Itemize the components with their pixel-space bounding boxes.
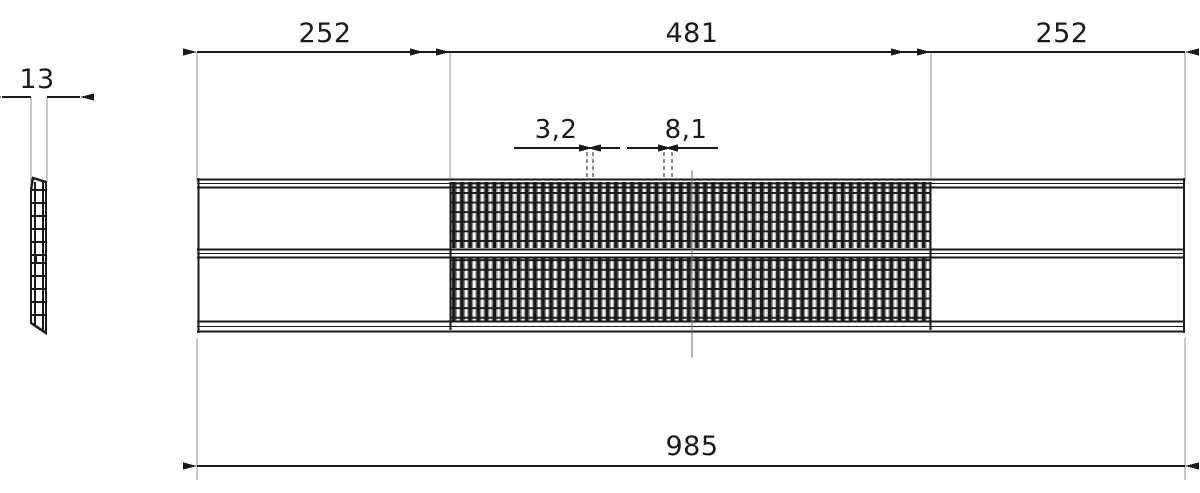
dim-label-overall-985: 985 — [665, 431, 718, 462]
overall-dimension: 985 — [183, 338, 1199, 480]
left-section-fill — [197, 178, 450, 333]
bottom-rail — [197, 320, 1185, 333]
left-plain-section — [197, 178, 450, 333]
dim-label-slat-width: 3,2 — [535, 115, 578, 145]
middle-rail — [197, 248, 1185, 259]
dim-label-right-252: 252 — [1035, 18, 1088, 49]
dim-label-slat-pitch: 8,1 — [665, 115, 708, 145]
top-dimension-chain: 252 481 252 — [183, 18, 1199, 182]
dim-label-thickness: 13 — [19, 64, 54, 95]
middle-slatted-section — [450, 182, 931, 322]
right-section-fill — [931, 178, 1185, 333]
side-profile-body — [29, 176, 48, 336]
slat-detail-dimensions: 3,2 8,1 — [514, 115, 718, 186]
slat-rungs-lower — [450, 258, 931, 322]
right-plain-section — [931, 178, 1185, 333]
dim-label-middle-481: 481 — [665, 18, 718, 49]
dim-label-left-252: 252 — [298, 18, 351, 49]
slat-rungs-upper — [450, 182, 931, 248]
side-section-view: 13 — [0, 64, 94, 336]
top-rail — [197, 178, 1185, 189]
front-elevation-view — [197, 178, 1186, 333]
